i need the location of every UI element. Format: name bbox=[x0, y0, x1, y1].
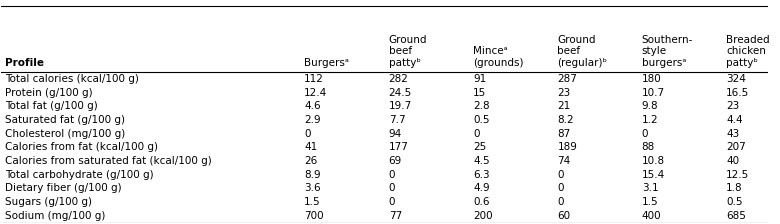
Text: 43: 43 bbox=[726, 129, 739, 139]
Text: 180: 180 bbox=[642, 74, 661, 84]
Text: 15.4: 15.4 bbox=[642, 170, 665, 180]
Text: Ground
beef
(regular)ᵇ: Ground beef (regular)ᵇ bbox=[558, 34, 608, 68]
Text: 25: 25 bbox=[473, 142, 486, 152]
Text: 19.7: 19.7 bbox=[388, 101, 412, 111]
Text: 94: 94 bbox=[388, 129, 402, 139]
Text: 26: 26 bbox=[304, 156, 317, 166]
Text: 700: 700 bbox=[304, 211, 324, 221]
Text: 23: 23 bbox=[558, 88, 571, 98]
Text: 1.8: 1.8 bbox=[726, 183, 743, 193]
Text: 3.1: 3.1 bbox=[642, 183, 658, 193]
Text: 287: 287 bbox=[558, 74, 577, 84]
Text: 324: 324 bbox=[726, 74, 746, 84]
Text: 200: 200 bbox=[473, 211, 493, 221]
Text: 24.5: 24.5 bbox=[388, 88, 412, 98]
Text: Saturated fat (g/100 g): Saturated fat (g/100 g) bbox=[5, 115, 126, 125]
Text: 2.9: 2.9 bbox=[304, 115, 321, 125]
Text: 0: 0 bbox=[388, 170, 395, 180]
Text: Dietary fiber (g/100 g): Dietary fiber (g/100 g) bbox=[5, 183, 122, 193]
Text: 282: 282 bbox=[388, 74, 409, 84]
Text: 16.5: 16.5 bbox=[726, 88, 750, 98]
Text: 685: 685 bbox=[726, 211, 746, 221]
Text: 87: 87 bbox=[558, 129, 571, 139]
Text: Total fat (g/100 g): Total fat (g/100 g) bbox=[5, 101, 98, 111]
Text: 4.5: 4.5 bbox=[473, 156, 490, 166]
Text: 177: 177 bbox=[388, 142, 409, 152]
Text: 8.9: 8.9 bbox=[304, 170, 321, 180]
Text: 0: 0 bbox=[304, 129, 310, 139]
Text: 3.6: 3.6 bbox=[304, 183, 321, 193]
Text: Total calories (kcal/100 g): Total calories (kcal/100 g) bbox=[5, 74, 139, 84]
Text: 207: 207 bbox=[726, 142, 746, 152]
Text: 1.2: 1.2 bbox=[642, 115, 658, 125]
Text: Sodium (mg/100 g): Sodium (mg/100 g) bbox=[5, 211, 105, 221]
Text: 2.8: 2.8 bbox=[473, 101, 490, 111]
Text: 0: 0 bbox=[558, 183, 564, 193]
Text: 88: 88 bbox=[642, 142, 655, 152]
Text: 0: 0 bbox=[558, 197, 564, 207]
Text: 9.8: 9.8 bbox=[642, 101, 658, 111]
Text: Breaded
chicken
pattyᵇ: Breaded chicken pattyᵇ bbox=[726, 34, 770, 68]
Text: Calories from fat (kcal/100 g): Calories from fat (kcal/100 g) bbox=[5, 142, 158, 152]
Text: 0: 0 bbox=[388, 197, 395, 207]
Text: 41: 41 bbox=[304, 142, 317, 152]
Text: Cholesterol (mg/100 g): Cholesterol (mg/100 g) bbox=[5, 129, 126, 139]
Text: 77: 77 bbox=[388, 211, 402, 221]
Text: 12.5: 12.5 bbox=[726, 170, 750, 180]
Text: 69: 69 bbox=[388, 156, 402, 166]
Text: 4.9: 4.9 bbox=[473, 183, 490, 193]
Text: Sugars (g/100 g): Sugars (g/100 g) bbox=[5, 197, 92, 207]
Text: 60: 60 bbox=[558, 211, 570, 221]
Text: 7.7: 7.7 bbox=[388, 115, 406, 125]
Text: 0: 0 bbox=[642, 129, 648, 139]
Text: Minceᵃ
(grounds): Minceᵃ (grounds) bbox=[473, 46, 523, 68]
Text: 1.5: 1.5 bbox=[642, 197, 658, 207]
Text: Total carbohydrate (g/100 g): Total carbohydrate (g/100 g) bbox=[5, 170, 154, 180]
Text: 0.6: 0.6 bbox=[473, 197, 490, 207]
Text: 1.5: 1.5 bbox=[304, 197, 321, 207]
Text: Calories from saturated fat (kcal/100 g): Calories from saturated fat (kcal/100 g) bbox=[5, 156, 212, 166]
Text: 6.3: 6.3 bbox=[473, 170, 490, 180]
Text: 0: 0 bbox=[388, 183, 395, 193]
Text: Southern-
style
burgersᵃ: Southern- style burgersᵃ bbox=[642, 34, 693, 68]
Text: 4.6: 4.6 bbox=[304, 101, 321, 111]
Text: 40: 40 bbox=[726, 156, 739, 166]
Text: Burgersᵃ: Burgersᵃ bbox=[304, 58, 349, 68]
Text: 4.4: 4.4 bbox=[726, 115, 743, 125]
Text: 0.5: 0.5 bbox=[473, 115, 490, 125]
Text: 23: 23 bbox=[726, 101, 739, 111]
Text: 0: 0 bbox=[558, 170, 564, 180]
Text: 10.7: 10.7 bbox=[642, 88, 665, 98]
Text: 189: 189 bbox=[558, 142, 577, 152]
Text: 0: 0 bbox=[473, 129, 480, 139]
Text: 0.5: 0.5 bbox=[726, 197, 743, 207]
Text: Ground
beef
pattyᵇ: Ground beef pattyᵇ bbox=[388, 34, 427, 68]
Text: 112: 112 bbox=[304, 74, 324, 84]
Text: 91: 91 bbox=[473, 74, 486, 84]
Text: 21: 21 bbox=[558, 101, 571, 111]
Text: 74: 74 bbox=[558, 156, 571, 166]
Text: Protein (g/100 g): Protein (g/100 g) bbox=[5, 88, 93, 98]
Text: 12.4: 12.4 bbox=[304, 88, 328, 98]
Text: 10.8: 10.8 bbox=[642, 156, 665, 166]
Text: Profile: Profile bbox=[5, 58, 44, 68]
Text: 8.2: 8.2 bbox=[558, 115, 574, 125]
Text: 15: 15 bbox=[473, 88, 486, 98]
Text: 400: 400 bbox=[642, 211, 661, 221]
